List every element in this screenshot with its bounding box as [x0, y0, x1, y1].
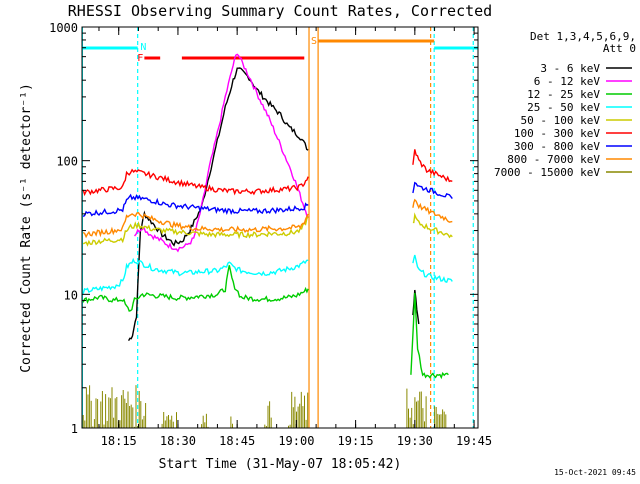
y-tick-label-0: 1	[71, 422, 78, 436]
legend-label-3: 25 - 50 keV	[527, 101, 600, 114]
series-line-4	[82, 216, 309, 247]
series-line-3	[82, 257, 309, 294]
series-line-5-after-saa	[412, 149, 453, 183]
series-line-3-after-saa	[412, 254, 453, 283]
series-line-7	[82, 212, 309, 239]
y-axis-label: Corrected Count Rate (s⁻¹ detector⁻¹)	[19, 83, 34, 373]
series-noise-8-6	[406, 388, 427, 428]
series-noise-8-7	[434, 406, 447, 428]
x-tick-label-1: 18:30	[160, 434, 196, 448]
y-tick-label-1: 10	[64, 288, 78, 302]
night-flag-label: N	[140, 42, 146, 53]
legend-label-1: 6 - 12 keV	[534, 75, 601, 88]
x-tick-label-6: 19:45	[456, 434, 492, 448]
x-tick-label-3: 19:00	[278, 434, 314, 448]
series-line-4-after-saa	[412, 212, 453, 239]
series-line-6-after-saa	[412, 181, 453, 200]
legend-label-2: 12 - 25 keV	[527, 88, 600, 101]
x-tick-label-5: 19:30	[397, 434, 433, 448]
legend-title: Det 1,3,4,5,6,9,	[530, 30, 636, 43]
series-noise-8-2	[201, 413, 209, 428]
series-line-2	[82, 265, 309, 312]
series-noise-8-0	[82, 385, 147, 428]
legend-label-4: 50 - 100 keV	[521, 114, 601, 127]
legend-label-0: 3 - 6 keV	[540, 62, 600, 75]
legend-label-8: 7000 - 15000 keV	[494, 166, 600, 179]
flare-flag-label: F	[137, 53, 143, 64]
y-tick-label-2: 100	[56, 155, 78, 169]
saa-flag-label: S	[311, 36, 317, 47]
series-line-7-after-saa	[412, 198, 453, 223]
legend-label-6: 300 - 800 keV	[514, 140, 600, 153]
series-noise-8-3	[228, 416, 233, 428]
series-noise-8-1	[161, 412, 177, 428]
series-noise-8-4	[264, 401, 272, 428]
y-tick-label-3: 1000	[49, 21, 78, 35]
x-tick-label-0: 18:15	[101, 434, 137, 448]
timestamp: 15-Oct-2021 09:45	[554, 468, 636, 477]
legend-subtitle: Att 0	[603, 42, 636, 55]
x-tick-label-4: 19:15	[338, 434, 374, 448]
legend-label-7: 800 - 7000 keV	[507, 153, 600, 166]
chart-title: RHESSI Observing Summary Count Rates, Co…	[68, 2, 492, 20]
legend-label-5: 100 - 300 keV	[514, 127, 600, 140]
plot-frame	[81, 26, 479, 429]
series-noise-8-5	[288, 391, 309, 428]
series-line-1	[133, 53, 309, 253]
series-line-5	[82, 168, 309, 197]
x-tick-label-2: 18:45	[219, 434, 255, 448]
series-line-2-after-saa	[410, 292, 449, 380]
x-axis-label: Start Time (31-May-07 18:05:42)	[159, 457, 402, 472]
series-line-6	[82, 193, 309, 218]
